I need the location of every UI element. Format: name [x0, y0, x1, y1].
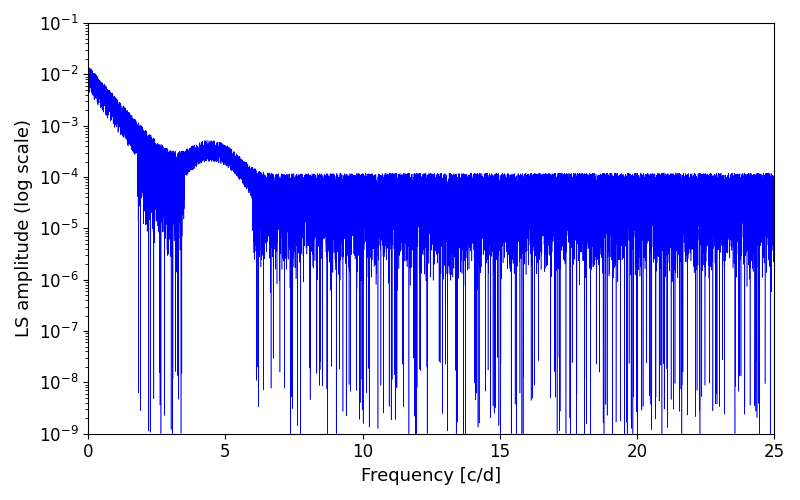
Y-axis label: LS amplitude (log scale): LS amplitude (log scale): [15, 120, 33, 338]
X-axis label: Frequency [c/d]: Frequency [c/d]: [361, 467, 502, 485]
